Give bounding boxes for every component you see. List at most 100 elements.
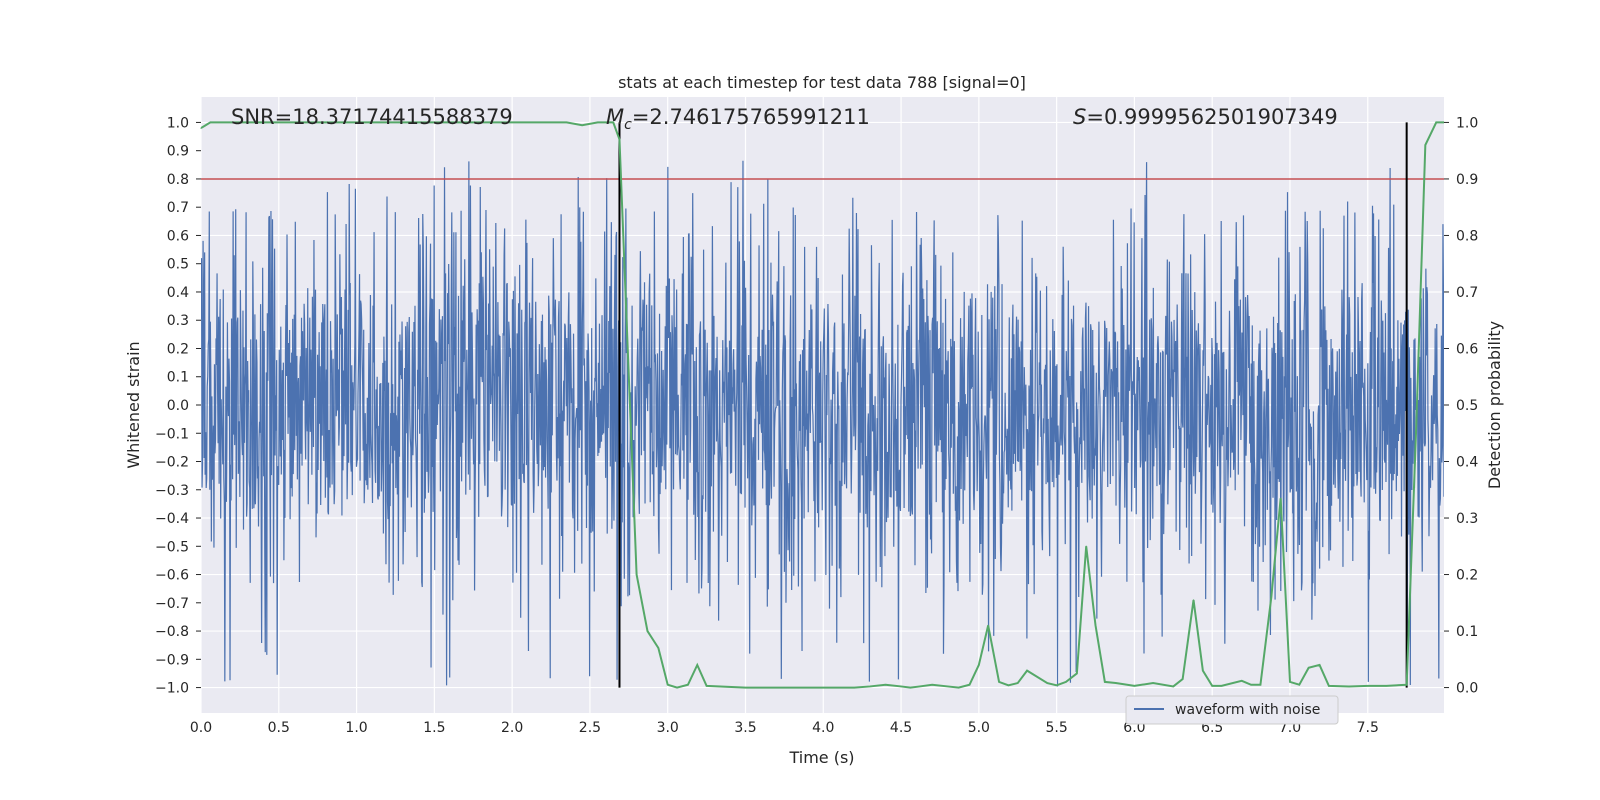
y-tick-labels: 1.0 0.9 0.8 0.7 0.6 0.5 0.4 0.3 0.2 0.1 0.0 −0.1 −0.… xyxy=(155,115,201,697)
x-tick-label: 5.0 xyxy=(968,720,990,736)
legend-box xyxy=(1125,695,1339,725)
probability-point xyxy=(1152,682,1154,684)
y2-tick-label: 0.5 xyxy=(1456,398,1478,414)
chirp-mass-value: =2.746175765991211 xyxy=(632,105,870,129)
x-tick-label: 5.5 xyxy=(1045,720,1067,736)
probability-point xyxy=(1115,682,1117,684)
snr-annotation: SNR=18.37174415588379 xyxy=(231,105,513,129)
probability-point xyxy=(1220,685,1223,687)
x-tick-label: 0.0 xyxy=(190,720,212,736)
probability-point xyxy=(947,685,949,688)
y2-tick-label: 0.1 xyxy=(1456,624,1478,640)
y-tick-label: 0.0 xyxy=(167,398,189,414)
x-tick-label: 2.5 xyxy=(579,720,601,736)
probability-point xyxy=(597,121,599,124)
y-axis-label: Whitened strain xyxy=(124,341,143,468)
y2-tick-label: 0.6 xyxy=(1456,341,1478,357)
probability-point xyxy=(687,684,689,686)
y-tick-label: 0.2 xyxy=(167,341,189,357)
probability-point xyxy=(657,647,659,649)
probability-point xyxy=(1424,144,1426,146)
legend-label: waveform with noise xyxy=(1175,702,1320,718)
y-tick-label: −0.4 xyxy=(155,511,189,527)
x-axis-label: Time (s) xyxy=(788,748,854,767)
y-tick-label: 0.3 xyxy=(167,313,189,329)
probability-point xyxy=(853,686,855,689)
y-tick-label: −1.0 xyxy=(155,681,189,697)
y-tick-label: 0.9 xyxy=(167,144,189,160)
probability-point xyxy=(618,138,621,140)
chirp-mass-symbol: M xyxy=(606,105,624,129)
probability-point xyxy=(1348,685,1350,688)
probability-point xyxy=(1406,684,1408,686)
probability-point xyxy=(1104,681,1106,683)
y-tick-label: −0.1 xyxy=(155,426,189,442)
chart-title: stats at each timestep for test data 788… xyxy=(618,73,1026,92)
probability-point xyxy=(1211,685,1213,687)
y-tick-label: −0.8 xyxy=(155,624,189,640)
probability-point xyxy=(931,684,933,686)
probability-point xyxy=(635,573,638,576)
y-tick-label: −0.5 xyxy=(155,539,189,555)
probability-point xyxy=(581,124,583,126)
probability-point xyxy=(987,624,989,627)
probability-point xyxy=(900,685,902,688)
probability-point xyxy=(1328,685,1330,687)
probability-point xyxy=(612,121,614,124)
y-tick-label: 0.8 xyxy=(167,172,189,188)
probability-point xyxy=(511,121,513,124)
probability-point xyxy=(1007,684,1010,686)
probability-point xyxy=(676,686,678,689)
y2-tick-label: 0.3 xyxy=(1456,511,1478,527)
probability-point xyxy=(209,121,211,124)
probability-point xyxy=(1415,432,1417,434)
probability-series xyxy=(200,121,1445,689)
probability-point xyxy=(1250,684,1252,686)
y-tick-label: −0.7 xyxy=(155,596,189,612)
x-tick-label: 4.0 xyxy=(812,720,834,736)
probability-point xyxy=(1192,599,1195,601)
probability-point xyxy=(869,685,871,688)
chirp-mass-subscript: c xyxy=(624,117,632,133)
probability-point xyxy=(1435,121,1437,124)
probability-point xyxy=(667,684,669,686)
x-tick-label: 1.0 xyxy=(345,720,367,736)
probability-point xyxy=(1270,596,1272,598)
y2-tick-label: 1.0 xyxy=(1456,115,1478,131)
probability-point xyxy=(909,686,911,689)
probability-point xyxy=(355,121,358,124)
probability-point xyxy=(978,664,980,666)
probability-point xyxy=(783,686,785,689)
y-tick-label: 0.6 xyxy=(167,228,189,244)
probability-point xyxy=(1298,684,1300,686)
probability-point xyxy=(1259,684,1262,686)
probability-point xyxy=(919,685,921,688)
probability-point xyxy=(884,684,887,686)
probability-point xyxy=(998,681,1000,683)
probability-point xyxy=(628,376,630,378)
probability-point xyxy=(1094,624,1097,627)
y-tick-label: −0.3 xyxy=(155,483,189,499)
probability-point xyxy=(696,664,698,666)
y2-tick-label: 0.8 xyxy=(1456,228,1478,244)
y-tick-label: −0.6 xyxy=(155,568,189,584)
y-tick-label: 1.0 xyxy=(167,115,189,131)
x-tick-label: 3.5 xyxy=(734,720,756,736)
probability-point xyxy=(1308,667,1310,669)
probability-line xyxy=(201,121,1444,689)
probability-point xyxy=(1046,682,1048,684)
probability-point xyxy=(1172,685,1174,688)
probability-point xyxy=(1367,685,1369,687)
vertical-markers xyxy=(618,122,1408,688)
y2-axis-label: Detection probability xyxy=(1485,321,1504,489)
probability-point xyxy=(433,121,435,124)
probability-point xyxy=(968,684,971,686)
probability-point xyxy=(247,121,249,124)
y2-tick-label: 0.4 xyxy=(1456,455,1478,471)
score-annotation: S=0.9999562501907349 xyxy=(1073,105,1338,129)
x-tick-label: 7.5 xyxy=(1357,720,1379,736)
score-symbol: S xyxy=(1073,105,1086,129)
probability-point xyxy=(1280,497,1282,499)
probability-point xyxy=(200,127,202,129)
